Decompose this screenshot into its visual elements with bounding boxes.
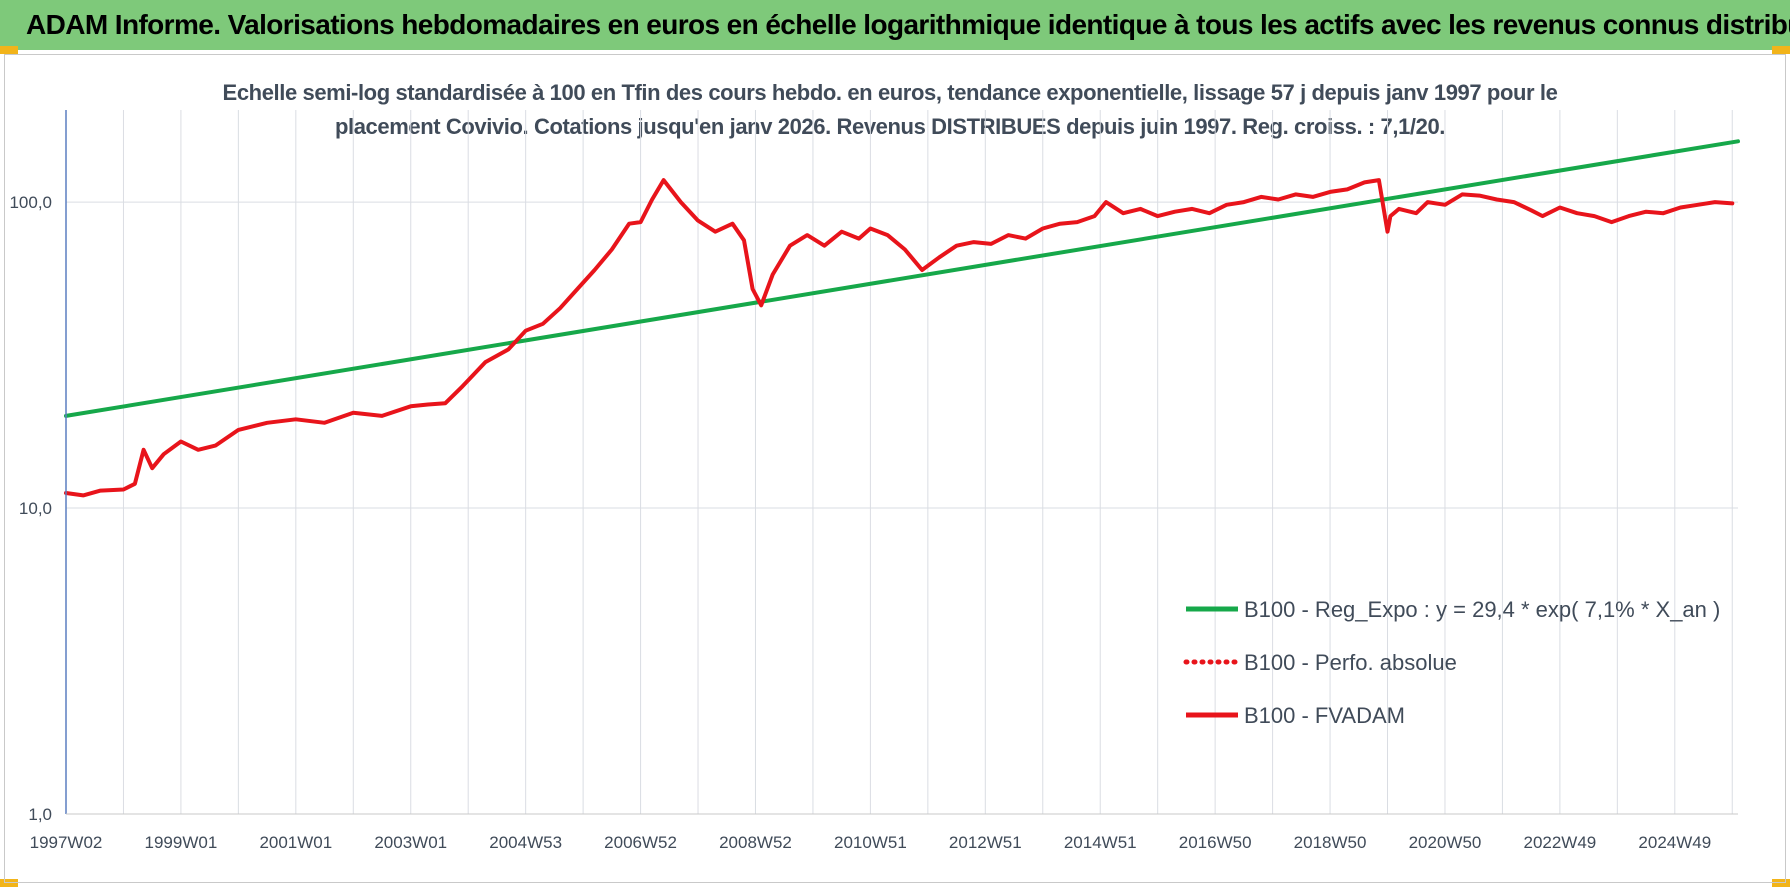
corner-marker-right [1772, 46, 1790, 54]
x-tick-label: 2020W50 [1409, 833, 1482, 852]
x-tick-label: 1997W02 [30, 833, 103, 852]
chart-frame [4, 54, 1786, 883]
chart-subtitle: Echelle semi-log standardisée à 100 en T… [222, 80, 1558, 139]
corner-marker-bottom-left [0, 879, 18, 887]
series-lines [64, 139, 1740, 498]
x-tick-label: 1999W01 [145, 833, 218, 852]
legend-entry-trend-label: B100 - Reg_Expo : y = 29,4 * exp( 7,1% *… [1244, 597, 1720, 622]
series-line-fvadam [64, 178, 1735, 498]
legend-entry-fvadam-label: B100 - FVADAM [1244, 703, 1405, 728]
x-tick-label: 2022W49 [1523, 833, 1596, 852]
legend: B100 - Reg_Expo : y = 29,4 * exp( 7,1% *… [1183, 597, 1720, 728]
x-tick-label: 2016W50 [1179, 833, 1252, 852]
y-tick-label: 10,0 [19, 499, 52, 518]
y-tick-label: 1,0 [28, 805, 52, 824]
x-tick-label: 2001W01 [259, 833, 332, 852]
page-title: ADAM Informe. Valorisations hebdomadaire… [26, 9, 1790, 40]
axes: 1997W02 1999W01 2001W01 2003W01 2004W53 2006W… [9, 110, 1738, 852]
x-tick-label: 2014W51 [1064, 833, 1137, 852]
x-tick-label: 2018W50 [1294, 833, 1367, 852]
legend-entry-perfo-absolue-label: B100 - Perfo. absolue [1244, 650, 1457, 675]
x-tick-label: 2006W52 [604, 833, 677, 852]
corner-marker-left [0, 46, 18, 54]
corner-marker-bottom-right [1772, 879, 1790, 887]
page-title-bar: ADAM Informe. Valorisations hebdomadaire… [0, 0, 1790, 50]
x-tick-label: 2008W52 [719, 833, 792, 852]
x-tick-label: 2004W53 [489, 833, 562, 852]
y-tick-label: 100,0 [9, 193, 52, 212]
x-tick-label: 2003W01 [374, 833, 447, 852]
series-line-trend [64, 139, 1740, 418]
x-tick-label: 2010W51 [834, 833, 907, 852]
x-tick-label: 2024W49 [1638, 833, 1711, 852]
x-tick-label: 2012W51 [949, 833, 1022, 852]
grid-lines [65, 110, 1738, 815]
